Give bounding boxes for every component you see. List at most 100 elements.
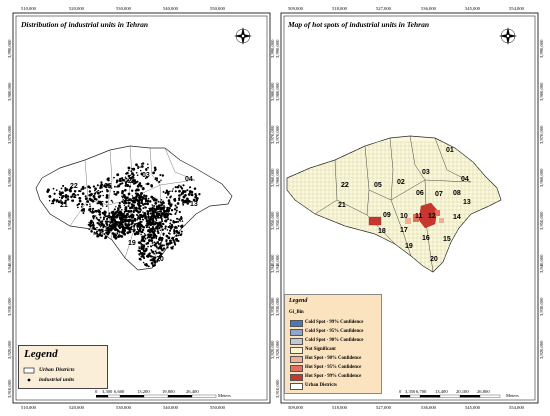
x-tick: 550,000 (210, 6, 225, 11)
y-tick: 3,950,000 (275, 211, 280, 230)
district-label: 08 (453, 190, 461, 197)
scale-label: 3,350 (405, 389, 416, 394)
y-tick: 3,980,000 (7, 82, 12, 101)
district-label: 19 (405, 243, 413, 250)
x-tick: 510,000 (21, 405, 36, 410)
map-title: Distribution of industrial units in Tehr… (21, 20, 149, 29)
scale-unit: Meters (218, 393, 231, 398)
x-tick: 520,000 (69, 6, 84, 11)
district-label: 15 (443, 236, 451, 243)
legend-title: Legend (24, 348, 58, 360)
district-label: 05 (374, 182, 382, 189)
map-legend: Legend Gi_Bin Cold Spot - 99% Confidence… (284, 294, 382, 394)
district-label: 09 (383, 212, 391, 219)
x-tick: 554,000 (509, 6, 524, 11)
y-tick: 3,950,000 (539, 211, 544, 230)
map-legend: Legend Urban Districts industrial units (18, 345, 108, 389)
x-tick: 536,000 (421, 6, 436, 11)
x-tick: 545,000 (465, 405, 480, 410)
x-tick: 545,000 (465, 6, 480, 11)
district-label: 17 (132, 225, 140, 232)
y-tick: 3,920,000 (7, 340, 12, 359)
legend-swatch (290, 338, 303, 345)
district-label: 11 (143, 212, 151, 219)
legend-item: Urban Districts (39, 367, 75, 373)
y-tick: 3,970,000 (7, 125, 12, 144)
y-tick: 3,930,000 (7, 297, 12, 316)
y-tick: 3,970,000 (275, 125, 280, 144)
legend-swatch (290, 320, 303, 327)
district-label: 10 (400, 213, 408, 220)
legend-swatch (290, 356, 303, 363)
north-arrow-icon (499, 27, 517, 45)
district-label: 17 (400, 227, 408, 234)
scale-label: 13,400 (435, 389, 448, 394)
left-map-frame (12, 12, 271, 404)
legend-swatch (290, 347, 303, 354)
district-label: 16 (422, 235, 430, 242)
legend-swatch (290, 329, 303, 336)
scale-label: 13,200 (137, 389, 150, 394)
north-arrow-icon (234, 27, 252, 45)
district-label: 04 (461, 176, 469, 183)
district-label: 18 (378, 228, 386, 235)
scale-label: 20,100 (456, 389, 469, 394)
legend-item: Not Significant (305, 347, 336, 352)
x-tick: 536,000 (421, 405, 436, 410)
map-title: Map of hot spots of industrial units in … (288, 20, 430, 29)
y-tick: 3,940,000 (275, 254, 280, 273)
x-tick: 550,000 (210, 405, 225, 410)
district-label: 05 (104, 183, 112, 190)
scale-label: 0 (399, 389, 402, 394)
legend-item: Hot Spot - 95% Confidence (305, 365, 362, 370)
scale-label: 6,700 (416, 389, 427, 394)
legend-item: Cold Spot - 95% Confidence (305, 329, 364, 334)
district-label: 09 (115, 211, 123, 218)
y-tick: 3,990,000 (539, 39, 544, 58)
y-tick: 3,920,000 (275, 340, 280, 359)
x-tick: 540,000 (163, 6, 178, 11)
legend-item: Cold Spot - 90% Confidence (305, 338, 364, 343)
y-tick: 3,930,000 (539, 297, 544, 316)
scale-label: 3,300 (102, 389, 113, 394)
scale-label: 19,800 (162, 389, 175, 394)
x-tick: 509,000 (288, 405, 303, 410)
district-label: 02 (124, 178, 132, 185)
district-label: 02 (397, 179, 405, 186)
y-tick: 3,950,000 (7, 211, 12, 230)
y-tick: 3,980,000 (275, 82, 280, 101)
scale-label: 26,400 (186, 389, 199, 394)
scale-label: 0 (95, 389, 98, 394)
district-label: 14 (453, 214, 461, 221)
x-tick: 527,000 (376, 6, 391, 11)
x-tick: 509,000 (288, 6, 303, 11)
legend-item: Cold Spot - 99% Confidence (305, 320, 364, 325)
district-label: 12 (428, 213, 436, 220)
district-label: 03 (142, 172, 150, 179)
district-label: 19 (128, 240, 136, 247)
district-label: 20 (156, 256, 164, 263)
industrial-unit-points (46, 162, 201, 268)
legend-item: Hot Spot - 90% Confidence (305, 356, 362, 361)
legend-symbols (23, 367, 35, 382)
hot-spot-90 (405, 218, 444, 224)
y-tick: 3,970,000 (539, 125, 544, 144)
right-map-panel: Map of hot spots of industrial units in … (275, 0, 550, 416)
x-tick: 527,000 (376, 405, 391, 410)
y-tick: 3,930,000 (275, 297, 280, 316)
hot-spot-95 (413, 210, 440, 222)
y-tick: 3,940,000 (7, 254, 12, 273)
y-tick: 3,990,000 (275, 39, 280, 58)
district-label: 01 (446, 147, 454, 154)
x-tick: 530,000 (116, 405, 131, 410)
district-label: 11 (415, 213, 423, 220)
y-tick: 3,920,000 (539, 340, 544, 359)
y-tick: 3,980,000 (539, 82, 544, 101)
scale-label: 26,800 (477, 389, 490, 394)
right-map-frame (280, 12, 539, 404)
y-tick: 3,960,000 (275, 168, 280, 187)
district-label: 06 (416, 190, 424, 197)
x-tick: 530,000 (116, 6, 131, 11)
legend-swatch (290, 365, 303, 372)
x-tick: 518,000 (332, 6, 347, 11)
